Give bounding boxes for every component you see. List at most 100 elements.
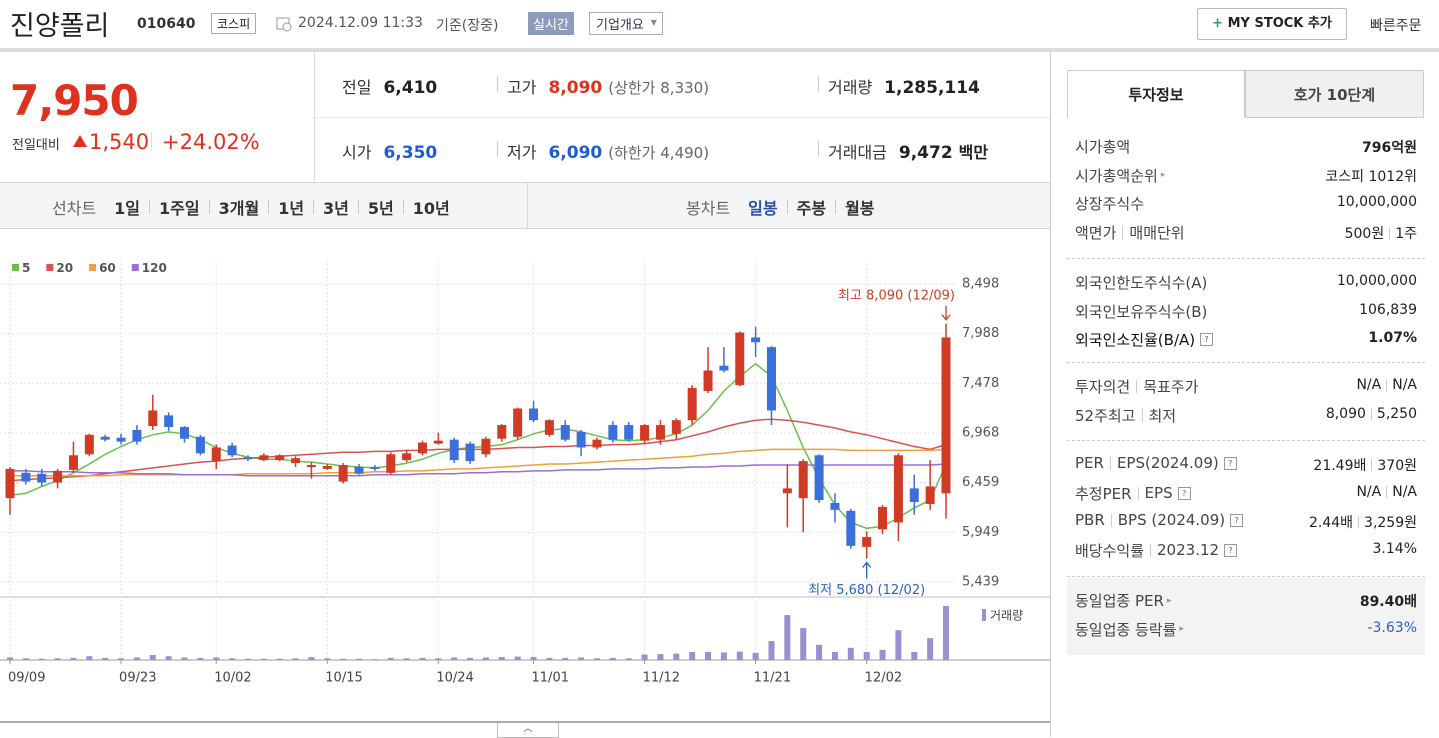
- candle-body: [766, 347, 776, 411]
- info-label-text: 외국인보유주식수(B): [1075, 302, 1208, 321]
- tab[interactable]: 1년: [278, 199, 305, 218]
- my-stock-label: MY STOCK 추가: [1227, 16, 1332, 31]
- stock-code: 010640: [137, 16, 196, 32]
- info-value-text: 3,259원: [1364, 515, 1417, 531]
- volume-bar: [467, 657, 474, 660]
- quote-item: 저가 6,090 (하한가 4,490): [507, 139, 709, 163]
- info-value: -3.63%: [1367, 620, 1417, 636]
- separator: [151, 132, 152, 150]
- y-tick-label: 8,498: [962, 277, 999, 292]
- x-tick-label: 10/02: [214, 671, 251, 686]
- volume-bar: [863, 652, 870, 660]
- separator: [786, 200, 788, 214]
- my-stock-button[interactable]: + MY STOCK 추가: [1197, 8, 1347, 40]
- info-value-text: 2.44배: [1308, 515, 1354, 531]
- tab[interactable]: 10년: [412, 199, 450, 218]
- separator: [1136, 380, 1138, 393]
- realtime-button[interactable]: 실시간: [528, 12, 574, 35]
- tab[interactable]: 5년: [367, 199, 394, 218]
- volume-bar: [752, 652, 759, 660]
- quote-item: 거래량 1,285,114: [828, 74, 980, 98]
- volume-bar: [292, 658, 299, 660]
- volume-bar: [768, 641, 775, 660]
- separator: [1371, 459, 1373, 471]
- quote-label: 시가: [342, 143, 372, 162]
- candle-body: [798, 461, 808, 499]
- candle-body: [735, 332, 745, 386]
- candle-body: [592, 439, 602, 448]
- info-value-text: 10,000,000: [1336, 194, 1417, 210]
- tab[interactable]: 3개월: [218, 199, 260, 218]
- candle-body: [116, 437, 126, 442]
- separator: [208, 200, 210, 214]
- tab[interactable]: 3년: [323, 199, 349, 218]
- panel-tab[interactable]: 투자정보: [1067, 70, 1245, 118]
- panel-tab[interactable]: 호가 10단계: [1245, 70, 1424, 118]
- candle-body: [893, 455, 903, 523]
- candle-body: [878, 506, 888, 530]
- separator: [1389, 226, 1391, 239]
- info-label-text: EPS(2024.09): [1116, 454, 1219, 472]
- volume-bar: [609, 657, 616, 660]
- candle-body: [608, 425, 618, 440]
- volume-bar: [705, 652, 712, 660]
- tab[interactable]: 1주일: [159, 199, 200, 218]
- separator: [1137, 486, 1139, 500]
- moving-average-line: [10, 463, 947, 477]
- volume-bar: [673, 653, 680, 660]
- info-value-text: -3.63%: [1367, 619, 1417, 636]
- separator: [497, 76, 498, 92]
- volume-bar: [244, 658, 251, 660]
- info-label-text: 시가총액: [1075, 138, 1131, 156]
- separator: [357, 200, 359, 214]
- volume-bar: [816, 644, 823, 660]
- tab[interactable]: 1일: [114, 199, 141, 218]
- separator: [313, 200, 315, 214]
- company-info-button[interactable]: 기업개요 ▼: [589, 12, 663, 35]
- legend-label: 20: [56, 261, 73, 275]
- plus-icon: +: [1212, 16, 1228, 31]
- info-value-text: N/A: [1392, 483, 1417, 500]
- legend-swatch: [131, 264, 139, 271]
- high-annotation: 최고 8,090 (12/09): [838, 288, 955, 303]
- quick-order-button[interactable]: 빠른주문: [1370, 18, 1422, 34]
- volume-bar: [22, 658, 29, 660]
- tab-group: 선차트 1일 1주일 3개월 1년 3년 5년 10년: [52, 195, 450, 219]
- volume-bar: [784, 615, 791, 660]
- price-box: 7,950 전일대비 1,540 +24.02%: [0, 52, 315, 182]
- candle-body: [275, 455, 285, 461]
- group-divider: [1067, 362, 1425, 363]
- quote-unit: 백만: [958, 143, 989, 162]
- candle-body: [814, 455, 824, 501]
- volume-bar: [308, 657, 315, 660]
- tab[interactable]: 주봉: [796, 199, 827, 218]
- candle-body: [132, 429, 142, 442]
- candle-body: [925, 486, 935, 504]
- moving-average-line: [10, 448, 947, 477]
- info-value: 796억원: [1362, 137, 1417, 157]
- tab[interactable]: 일봉: [748, 199, 778, 218]
- info-label: 추정PER EPS?: [1075, 483, 1191, 504]
- moving-average-line: [9, 418, 947, 482]
- tab[interactable]: 월봉: [845, 199, 875, 218]
- help-icon: ?: [1224, 543, 1238, 557]
- volume-bar: [720, 652, 727, 660]
- arrow-icon: ▸: [1166, 595, 1172, 606]
- volume-bar: [625, 658, 632, 660]
- legend-label: 120: [142, 261, 167, 275]
- candle-body: [909, 488, 919, 503]
- volume-bar: [546, 657, 553, 660]
- volume-bar: [498, 657, 505, 660]
- candle-body: [465, 443, 475, 462]
- legend-swatch: [982, 609, 986, 621]
- collapse-button[interactable]: ︿: [497, 723, 559, 738]
- candle-body: [53, 470, 63, 483]
- quote-label: 거래대금: [828, 143, 887, 162]
- info-label-text: EPS: [1144, 484, 1173, 502]
- info-value-text: N/A: [1356, 377, 1382, 393]
- info-label-text: 2023.12: [1157, 541, 1220, 559]
- info-label: 외국인한도주식수(A): [1075, 272, 1207, 293]
- candle-body: [243, 457, 253, 460]
- info-value: 106,839: [1359, 302, 1417, 318]
